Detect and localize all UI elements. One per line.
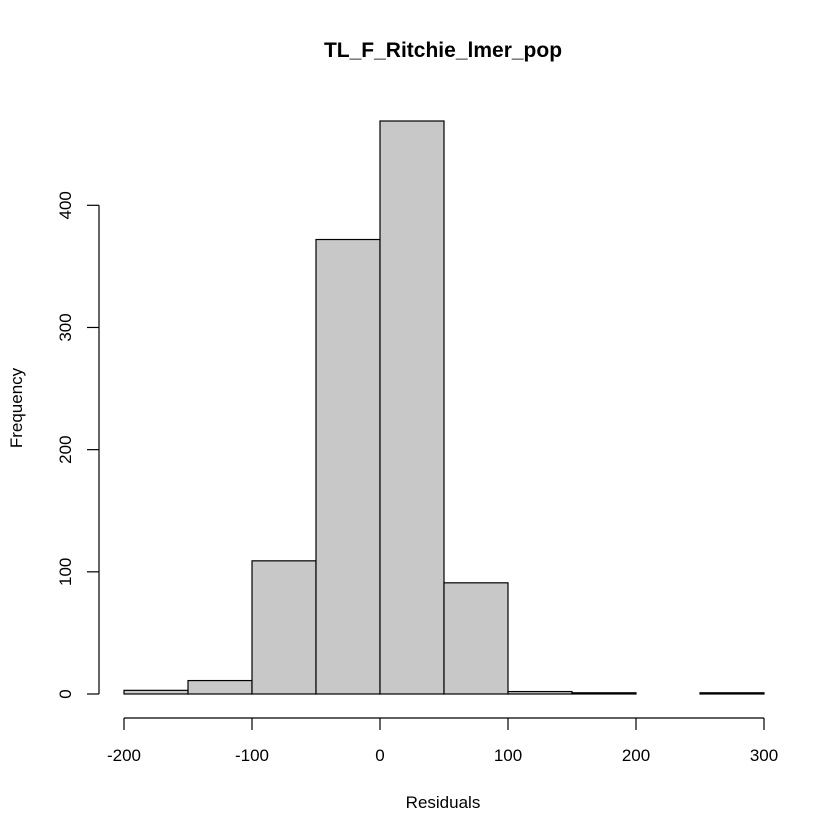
y-tick-label: 200: [56, 435, 75, 463]
chart-title: TL_F_Ritchie_lmer_pop: [324, 39, 562, 62]
histogram-bar: [251, 560, 317, 695]
x-tick-label: -100: [235, 746, 269, 765]
y-tick-label: 400: [56, 191, 75, 219]
bars-group: [123, 120, 765, 695]
histogram-bar: [187, 679, 253, 695]
histogram-bar: [379, 120, 445, 695]
x-tick-label: 0: [375, 746, 384, 765]
x-tick-label: 200: [622, 746, 650, 765]
y-ticks-group: 0 100 200 300 400: [56, 191, 99, 699]
histogram-bar: [571, 692, 637, 695]
x-tick-label: 300: [750, 746, 778, 765]
y-tick-label: 100: [56, 558, 75, 586]
x-ticks-group: -200 -100 0 100 200 300: [107, 718, 778, 765]
histogram-bar: [443, 582, 509, 695]
x-axis-label: Residuals: [406, 793, 481, 812]
histogram-bar: [123, 689, 189, 695]
y-tick-label: 300: [56, 313, 75, 341]
x-tick-label: 100: [494, 746, 522, 765]
y-axis-label: Frequency: [7, 367, 26, 448]
histogram-bar: [507, 690, 573, 695]
histogram-bar: [699, 692, 765, 695]
histogram-bar: [315, 238, 381, 695]
x-tick-label: -200: [107, 746, 141, 765]
y-tick-label: 0: [56, 689, 75, 698]
